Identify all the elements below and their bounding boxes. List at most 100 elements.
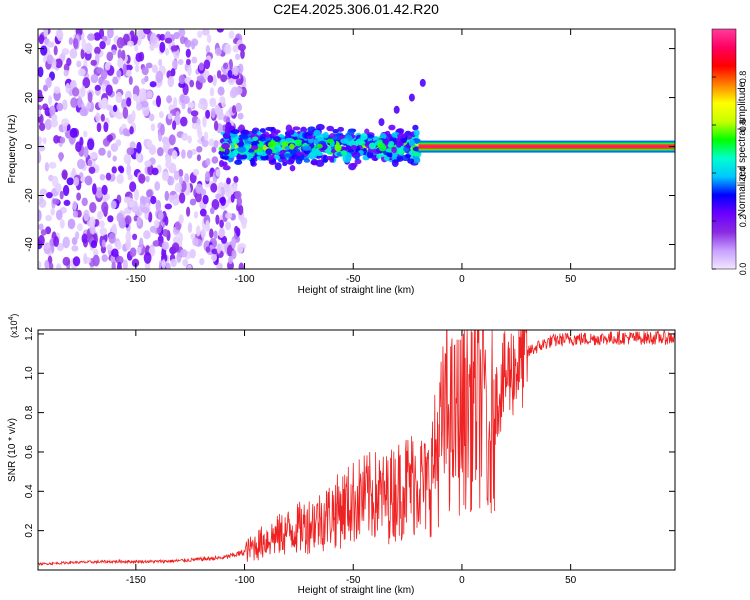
noise-blob bbox=[129, 141, 136, 149]
spectrogram-panel: -150 -100 -50 0 50 -40 -20 0 20 40 Height of str… bbox=[7, 28, 676, 296]
noise-blob bbox=[63, 199, 71, 207]
noise-blob bbox=[73, 176, 80, 187]
noise-blob bbox=[225, 221, 232, 231]
band-blob bbox=[317, 136, 324, 142]
noise-blob bbox=[155, 199, 162, 212]
noise-blob bbox=[95, 112, 101, 123]
noise-blob bbox=[87, 33, 95, 41]
band-blob bbox=[292, 126, 301, 131]
noise-blob bbox=[185, 48, 191, 58]
noise-blob bbox=[38, 144, 46, 152]
noise-blob bbox=[212, 74, 217, 87]
noise-blob bbox=[209, 98, 217, 108]
band-blob bbox=[376, 154, 382, 159]
colorbar-tick-label: 0.4 bbox=[738, 167, 748, 180]
noise-blob bbox=[151, 64, 158, 74]
noise-blob bbox=[209, 228, 214, 239]
band-blob bbox=[365, 134, 375, 139]
noise-blob bbox=[83, 209, 90, 222]
noise-blob bbox=[142, 104, 150, 117]
band-blob bbox=[234, 159, 243, 165]
noise-blob bbox=[193, 211, 199, 219]
noise-blob bbox=[167, 75, 175, 88]
noise-blob bbox=[141, 207, 150, 214]
noise-blob bbox=[100, 69, 108, 80]
noise-blob bbox=[42, 137, 47, 145]
noise-blob bbox=[241, 219, 247, 230]
noise-blob bbox=[61, 169, 68, 180]
noise-blob bbox=[164, 190, 170, 202]
noise-blob bbox=[235, 78, 244, 86]
y-tick-label: 0.4 bbox=[24, 484, 35, 498]
noise-blob bbox=[90, 73, 99, 84]
noise-blob bbox=[180, 116, 188, 127]
noise-blob bbox=[144, 160, 152, 168]
noise-blob bbox=[59, 190, 64, 200]
noise-blob bbox=[226, 260, 235, 269]
band-blob bbox=[307, 138, 314, 144]
snr-series-line bbox=[38, 330, 675, 566]
noise-blob bbox=[205, 44, 211, 55]
noise-blob bbox=[187, 65, 192, 77]
noise-blob bbox=[134, 64, 140, 73]
noise-blob bbox=[45, 192, 53, 199]
noise-blob bbox=[62, 122, 68, 133]
noise-blob bbox=[149, 225, 158, 233]
noise-blob bbox=[201, 139, 209, 148]
noise-blob bbox=[87, 138, 95, 151]
noise-blob bbox=[215, 193, 222, 200]
noise-blob bbox=[97, 210, 103, 220]
noise-blob bbox=[198, 62, 204, 71]
noise-blob bbox=[122, 106, 129, 119]
band-blob bbox=[272, 129, 281, 134]
noise-blob bbox=[38, 136, 43, 144]
band-blob bbox=[222, 165, 231, 171]
band-blob bbox=[250, 145, 259, 151]
noise-blob bbox=[167, 113, 173, 120]
band-blob bbox=[391, 146, 397, 154]
colorbar: 0.0 0.2 0.4 0.6 0.8 Normalized spectral ampl… bbox=[711, 28, 748, 275]
band-blob bbox=[329, 156, 335, 163]
noise-blob bbox=[174, 182, 182, 193]
band-blob bbox=[334, 144, 342, 152]
noise-blob bbox=[237, 112, 244, 120]
noise-blob bbox=[68, 37, 74, 45]
noise-blob bbox=[75, 141, 82, 153]
noise-blob bbox=[165, 47, 170, 56]
noise-blob bbox=[136, 141, 142, 154]
noise-blob bbox=[106, 51, 114, 62]
snr-multiplier-label: (x104) bbox=[8, 314, 19, 338]
noise-blob bbox=[88, 216, 96, 228]
noise-blob bbox=[67, 218, 76, 230]
noise-blob bbox=[126, 147, 135, 156]
noise-blob bbox=[216, 262, 223, 269]
noise-blob bbox=[159, 33, 166, 41]
noise-blob bbox=[77, 96, 83, 109]
noise-blob bbox=[106, 134, 114, 142]
snr-y-axis: 0.2 0.4 0.6 0.8 1.0 1.2 bbox=[24, 327, 675, 538]
noise-blob bbox=[216, 243, 222, 254]
noise-blob bbox=[237, 63, 244, 74]
band-blob bbox=[388, 141, 395, 147]
noise-blob bbox=[143, 251, 152, 264]
noise-blob bbox=[187, 135, 192, 144]
noise-blob bbox=[38, 260, 42, 269]
noise-blob bbox=[66, 57, 72, 67]
noise-blob bbox=[171, 150, 178, 160]
spectrogram-y-axis: -40 -20 0 20 40 bbox=[24, 43, 675, 252]
noise-blob bbox=[231, 105, 237, 114]
noise-blob bbox=[40, 229, 47, 236]
band-blob bbox=[289, 165, 296, 172]
noise-blob bbox=[205, 220, 210, 231]
noise-blob bbox=[57, 29, 64, 42]
noise-blob bbox=[48, 161, 57, 169]
band-blob bbox=[350, 162, 358, 168]
noise-blob bbox=[107, 150, 112, 159]
noise-blob bbox=[238, 262, 245, 269]
noise-blob bbox=[65, 82, 71, 94]
noise-blob bbox=[196, 145, 203, 153]
noise-blob bbox=[111, 261, 116, 269]
colorbar-label: Normalized spectral amplitude bbox=[737, 81, 748, 216]
noise-blob bbox=[116, 261, 122, 269]
band-blob bbox=[322, 131, 329, 139]
